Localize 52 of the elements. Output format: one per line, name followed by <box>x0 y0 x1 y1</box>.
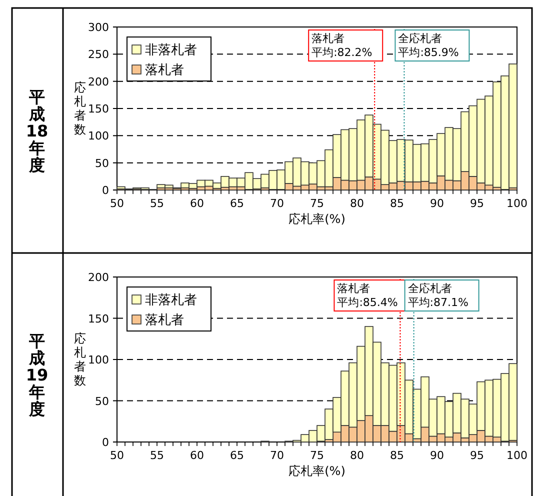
x-tick-label: 95 <box>470 197 484 210</box>
legend-label: 非落札者 <box>145 43 197 58</box>
x-tick-label: 100 <box>506 197 528 210</box>
y-tick-label: 200 <box>88 271 109 284</box>
y-tick-label: 150 <box>88 312 109 326</box>
x-tick-label: 65 <box>230 449 244 462</box>
y-tick-label: 250 <box>88 48 109 62</box>
x-tick-label: 55 <box>150 449 164 462</box>
text: 平成18年度 <box>26 88 48 174</box>
x-tick-label: 85 <box>390 197 404 210</box>
x-tick-label: 50 <box>110 197 124 210</box>
x-tick-label: 80 <box>350 449 364 462</box>
y-tick-label: 0 <box>102 436 109 449</box>
x-tick-label: 80 <box>350 197 364 210</box>
legend-label: 落札者 <box>145 63 184 78</box>
annotation: 全応札者 <box>398 32 442 45</box>
x-tick-label: 90 <box>430 449 444 462</box>
y-tick-label: 50 <box>95 394 109 408</box>
x-tick-label: 70 <box>270 449 284 462</box>
ref-line-label: 平均:87.1% <box>408 296 468 309</box>
legend-label: 非落札者 <box>145 293 197 308</box>
annotation: 全応札者 <box>408 282 452 295</box>
y-tick-label: 0 <box>102 184 109 197</box>
y-tick-label: 200 <box>88 75 109 88</box>
ref-line-label: 平均:85.9% <box>398 46 459 59</box>
x-tick-label: 60 <box>190 197 204 210</box>
y-tick-label: 50 <box>95 156 109 170</box>
x-tick-label: 85 <box>390 449 404 462</box>
y-tick-label: 100 <box>88 354 109 366</box>
x-tick-label: 65 <box>230 197 244 210</box>
y-tick-label: 100 <box>88 130 109 143</box>
ref-line-label: 平均:82.2% <box>312 46 372 59</box>
x-tick-label: 95 <box>470 449 484 462</box>
x-tick-label: 90 <box>430 197 444 210</box>
y-tick-label: 150 <box>88 102 109 116</box>
annotation: 落札者 <box>337 282 370 295</box>
text: 平成19年度 <box>26 332 48 418</box>
x-tick-label: 75 <box>310 449 324 462</box>
x-tick-label: 55 <box>150 197 164 210</box>
y-axis-title: 応札者数 <box>74 332 86 388</box>
x-tick-label: 50 <box>110 449 124 462</box>
legend-label: 落札者 <box>145 313 184 328</box>
x-axis-title: 応札率(%) <box>288 464 346 478</box>
x-tick-label: 75 <box>310 197 324 210</box>
x-tick-label: 70 <box>270 197 284 210</box>
ref-line-label: 平均:85.4% <box>337 296 398 309</box>
x-axis-title: 応札率(%) <box>288 212 346 226</box>
x-tick-label: 100 <box>506 449 528 462</box>
annotation: 落札者 <box>312 32 345 45</box>
y-tick-label: 300 <box>88 21 109 34</box>
y-axis-title: 応札者数 <box>74 80 86 136</box>
x-tick-label: 60 <box>190 449 204 462</box>
